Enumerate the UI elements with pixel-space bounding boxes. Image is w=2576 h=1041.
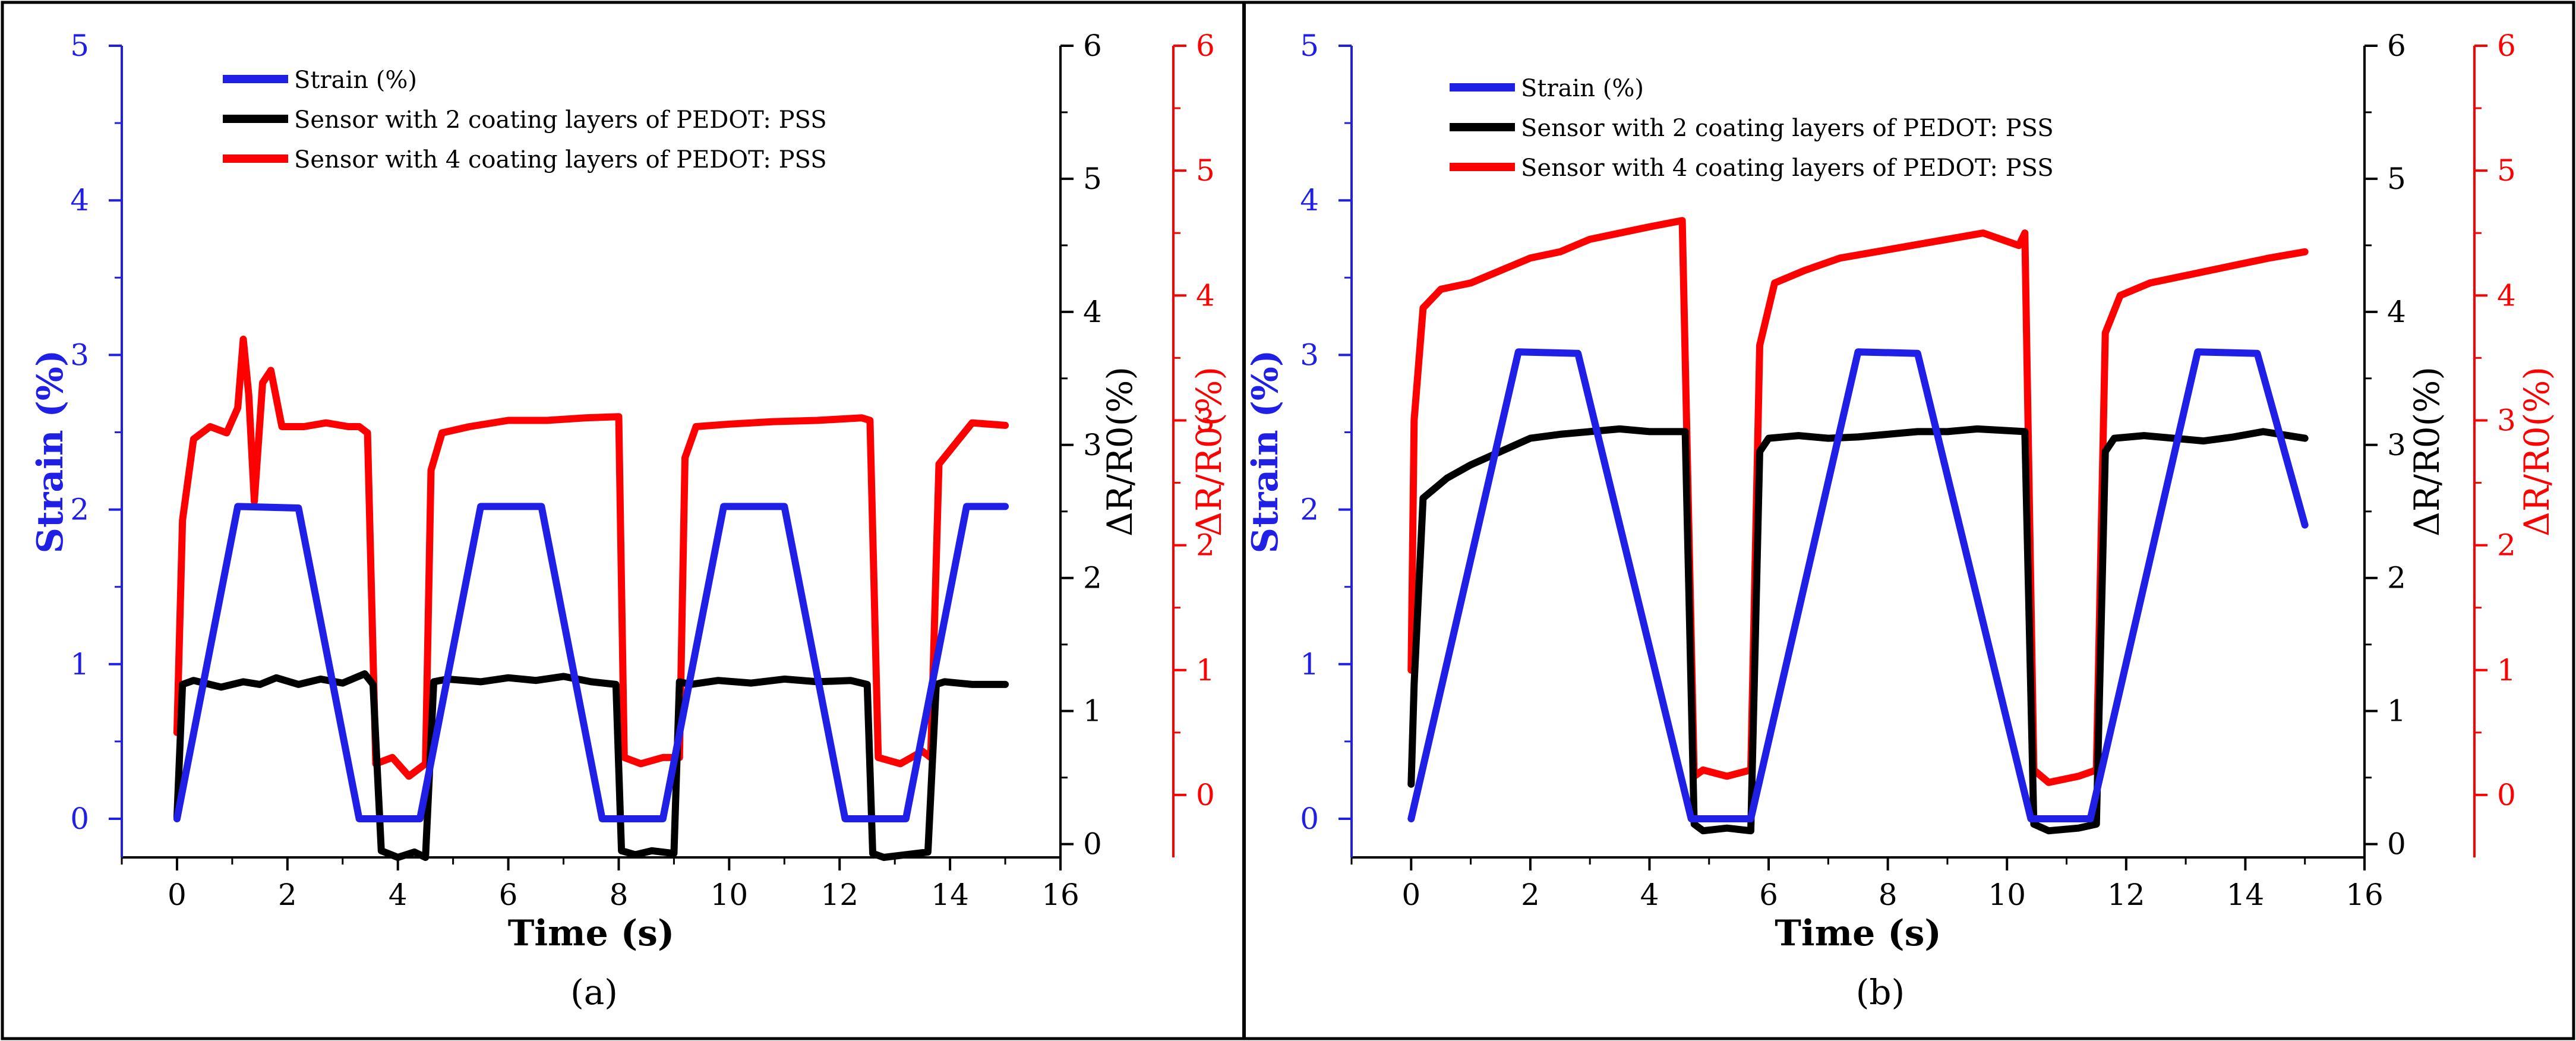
y-right-black-tick-label: 4 <box>1083 295 1102 329</box>
y-right-red-tick-label: 6 <box>1196 29 1215 63</box>
y-left-tick-label: 1 <box>1300 647 1319 682</box>
y-left-tick-label: 3 <box>1300 337 1319 372</box>
y-right-black-tick-label: 4 <box>2387 295 2406 329</box>
y-right-red-tick-label: 0 <box>1196 778 1215 812</box>
x-tick-label: 0 <box>168 878 187 912</box>
y-right-red-tick-label: 4 <box>2497 278 2516 313</box>
y-right-red-axis-label: ΔR/R0(%) <box>1189 367 1229 537</box>
y-left-tick-label: 4 <box>1300 183 1319 217</box>
y-right-red-tick-label: 6 <box>2497 29 2516 63</box>
y-right-black-tick-label: 0 <box>2387 827 2406 862</box>
x-axis-label: Time (s) <box>1775 913 1942 954</box>
y-left-tick-label: 2 <box>70 493 89 527</box>
legend-label: Sensor with 2 coating layers of PEDOT: P… <box>294 106 827 134</box>
y-left-axis-label: Strain (%) <box>30 350 71 554</box>
y-right-black-axis-label: ΔR/R0(%) <box>1100 367 1140 537</box>
legend-label: Sensor with 4 coating layers of PEDOT: P… <box>1521 154 2054 182</box>
x-tick-label: 16 <box>1041 878 1079 912</box>
y-right-black-tick-label: 1 <box>1083 694 1102 728</box>
panel-label: (b) <box>1856 972 1905 1012</box>
x-tick-label: 12 <box>2107 878 2145 912</box>
y-right-black-tick-label: 3 <box>1083 428 1102 462</box>
y-left-tick-label: 3 <box>70 337 89 372</box>
x-tick-label: 2 <box>1521 878 1540 912</box>
y-right-black-tick-label: 1 <box>2387 694 2406 728</box>
x-tick-label: 4 <box>389 878 408 912</box>
x-tick-label: 2 <box>278 878 297 912</box>
x-tick-label: 8 <box>610 878 629 912</box>
legend-label: Sensor with 4 coating layers of PEDOT: P… <box>294 146 827 174</box>
y-left-tick-label: 0 <box>1300 802 1319 836</box>
series-line-strain <box>1407 348 2309 822</box>
x-axis-label: Time (s) <box>508 913 675 954</box>
series-line-strain <box>173 503 1009 822</box>
x-tick-label: 6 <box>499 878 518 912</box>
x-tick-label: 16 <box>2345 878 2384 912</box>
x-tick-label: 12 <box>820 878 858 912</box>
y-right-black-tick-label: 5 <box>1083 162 1102 196</box>
y-left-tick-label: 2 <box>1300 493 1319 527</box>
series-line-four-layer-sensor <box>173 335 1009 780</box>
y-right-red-tick-label: 3 <box>2497 403 2516 437</box>
x-tick-label: 6 <box>1759 878 1778 912</box>
y-left-tick-label: 1 <box>70 647 89 682</box>
y-right-red-tick-label: 2 <box>2497 528 2516 563</box>
y-right-black-axis-label: ΔR/R0(%) <box>2407 367 2447 537</box>
y-right-black-tick-label: 2 <box>1083 561 1102 595</box>
y-right-black-tick-label: 3 <box>2387 428 2406 462</box>
y-right-red-tick-label: 1 <box>1196 653 1215 687</box>
y-right-black-tick-label: 5 <box>2387 162 2406 196</box>
legend-label: Sensor with 2 coating layers of PEDOT: P… <box>1521 115 2054 142</box>
y-left-tick-label: 0 <box>70 802 89 836</box>
x-tick-label: 14 <box>931 878 969 912</box>
x-tick-label: 10 <box>1988 878 2026 912</box>
y-left-axis-label: Strain (%) <box>1245 350 1286 554</box>
panel-label: (a) <box>570 972 618 1012</box>
y-right-red-tick-label: 4 <box>1196 278 1215 313</box>
y-right-black-tick-label: 6 <box>2387 29 2406 63</box>
series-line-two-layer-sensor <box>1407 425 2309 835</box>
y-left-tick-label: 5 <box>1300 29 1319 63</box>
x-tick-label: 0 <box>1401 878 1420 912</box>
y-right-black-tick-label: 2 <box>2387 561 2406 595</box>
series-line-four-layer-sensor <box>1407 217 2309 786</box>
y-right-red-tick-label: 2 <box>1196 528 1215 563</box>
y-right-red-axis-label: ΔR/R0(%) <box>2517 367 2557 537</box>
y-right-black-tick-label: 0 <box>1083 827 1102 862</box>
x-tick-label: 10 <box>711 878 749 912</box>
y-right-red-tick-label: 0 <box>2497 778 2516 812</box>
y-right-black-tick-label: 6 <box>1083 29 1102 63</box>
y-left-tick-label: 4 <box>70 183 89 217</box>
y-right-red-tick-label: 5 <box>1196 153 1215 188</box>
x-tick-label: 14 <box>2227 878 2265 912</box>
legend-label: Strain (%) <box>1521 75 1644 102</box>
x-tick-label: 4 <box>1640 878 1659 912</box>
y-left-tick-label: 5 <box>70 29 89 63</box>
y-right-red-tick-label: 5 <box>2497 153 2516 188</box>
y-right-red-tick-label: 1 <box>2497 653 2516 687</box>
y-right-red-tick-label: 3 <box>1196 403 1215 437</box>
x-tick-label: 8 <box>1879 878 1898 912</box>
legend-label: Strain (%) <box>294 67 417 94</box>
